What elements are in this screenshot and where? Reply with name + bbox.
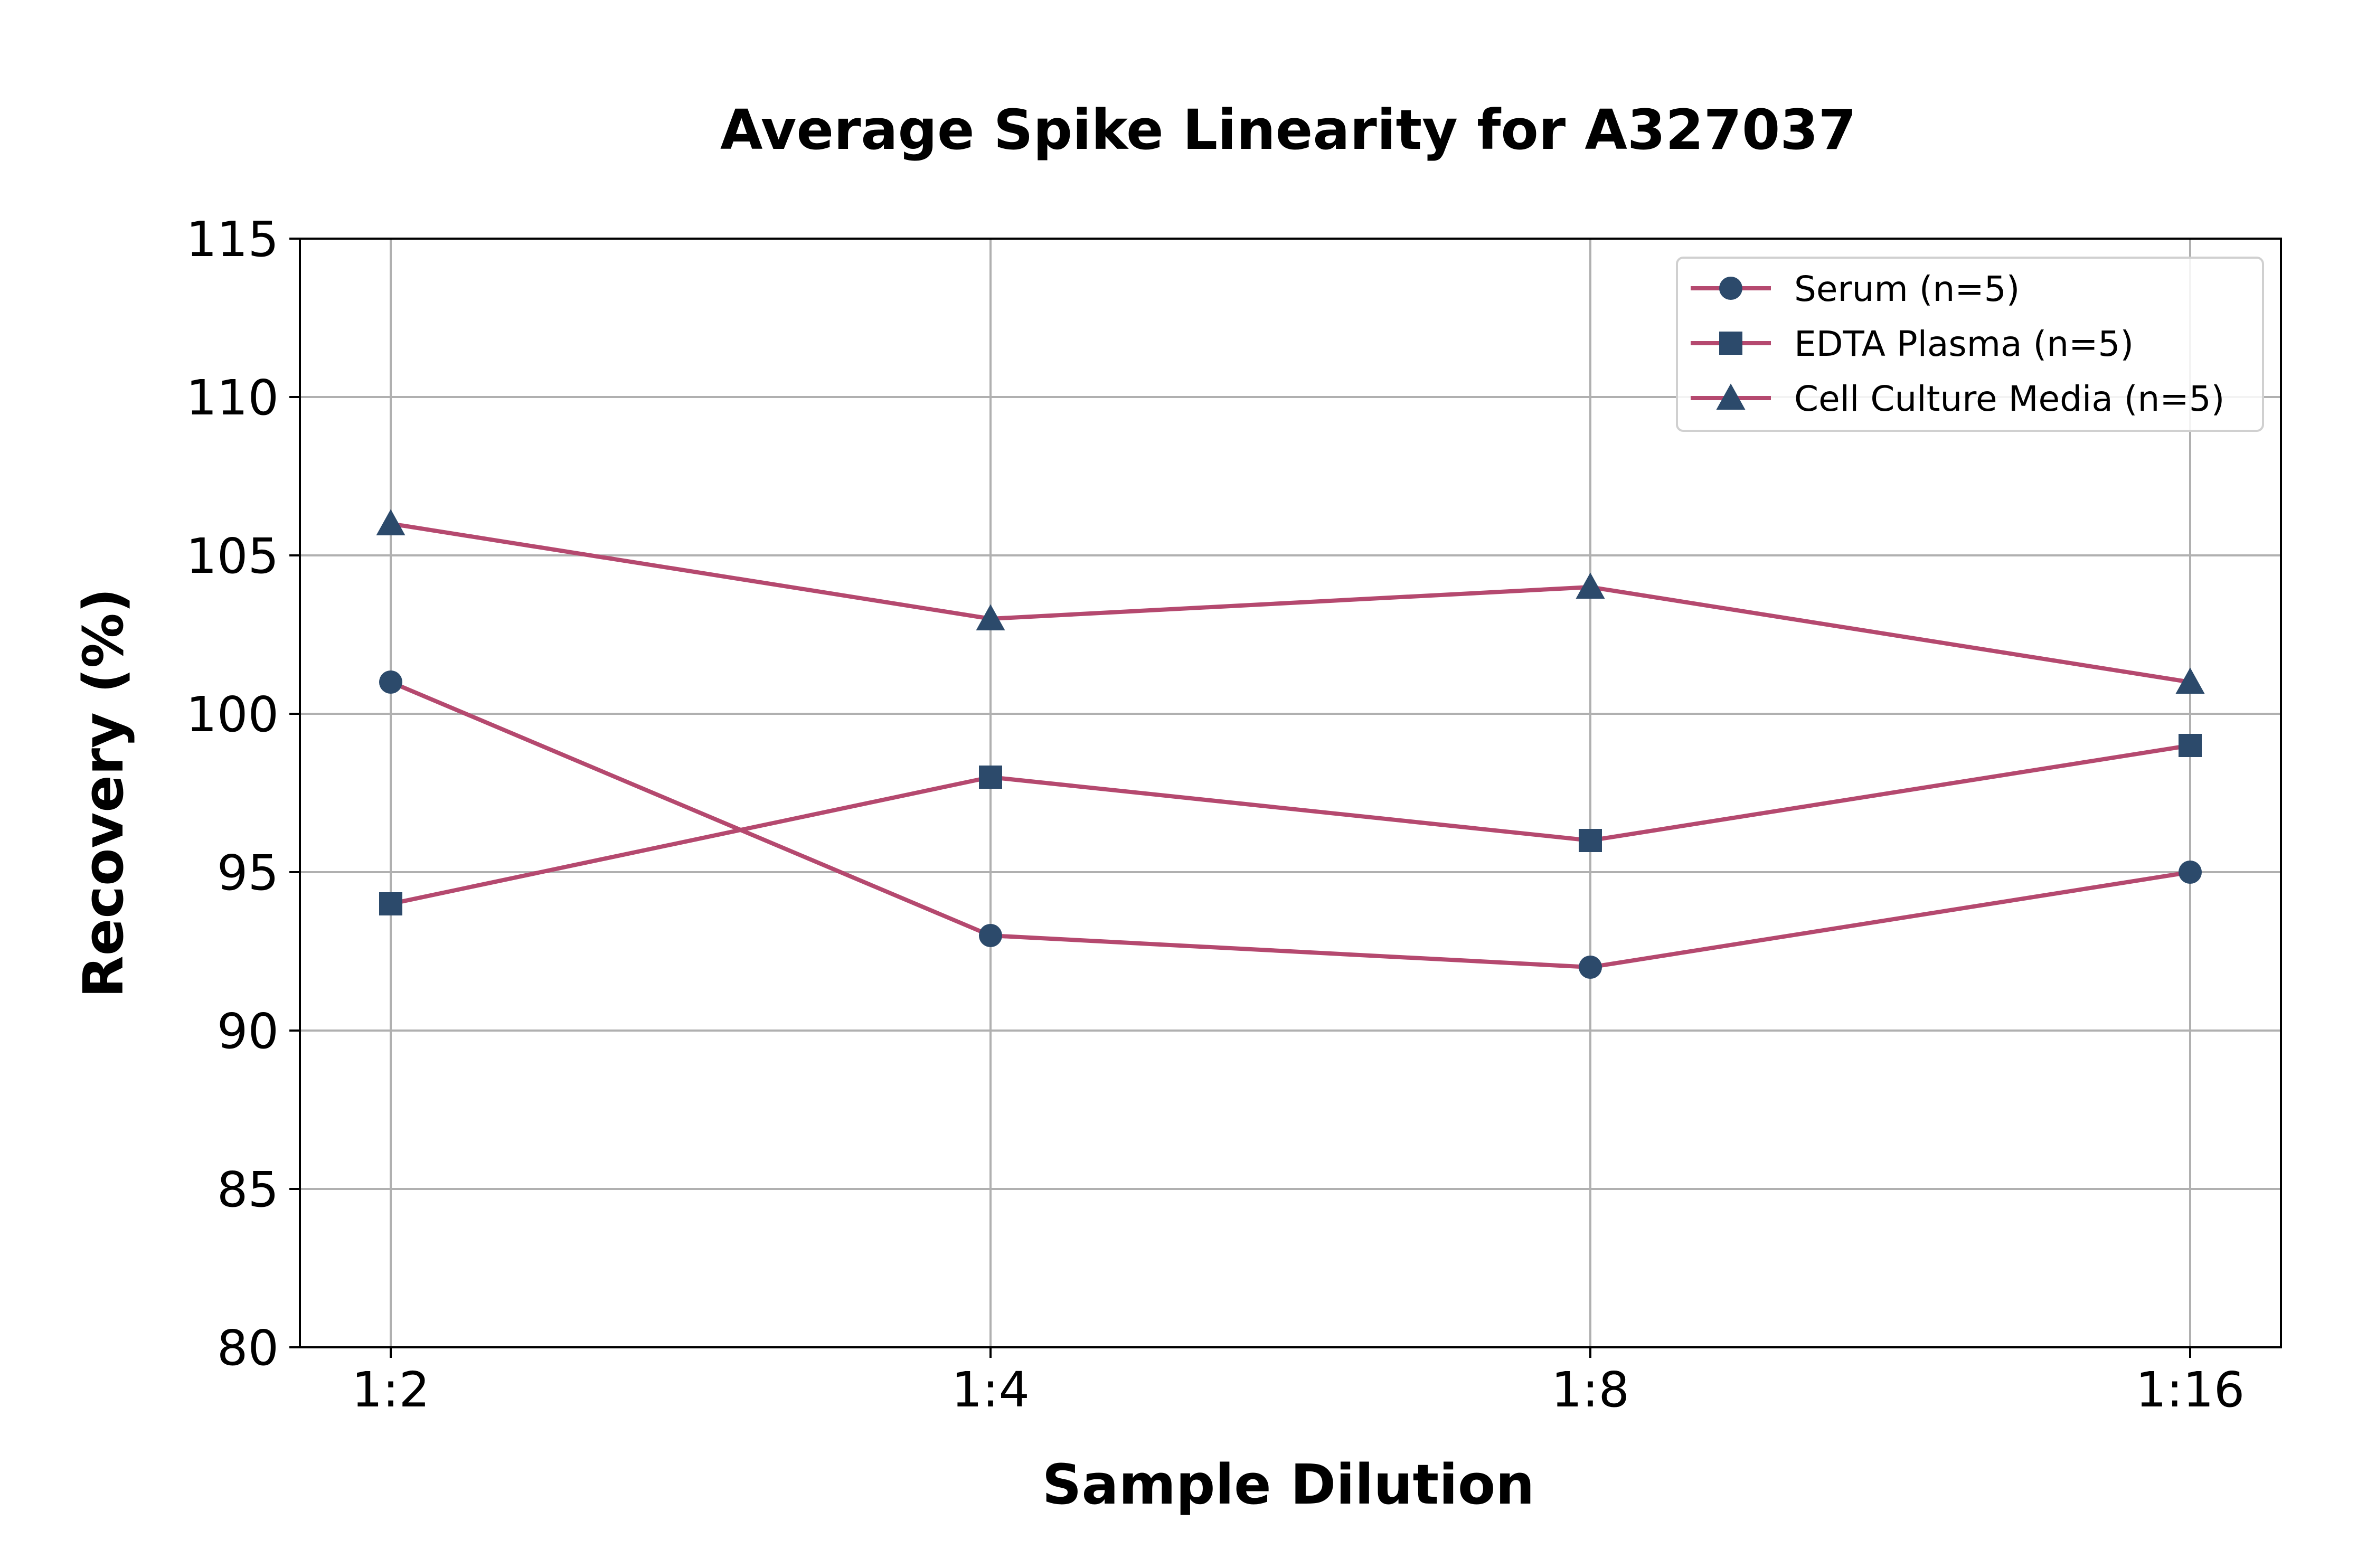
y-tick-label: 85 bbox=[217, 1161, 279, 1218]
series-layer bbox=[376, 509, 2205, 979]
series-group bbox=[379, 734, 2202, 915]
legend-entry: EDTA Plasma (n=5) bbox=[1691, 324, 2134, 364]
legend-label: Serum (n=5) bbox=[1794, 269, 2020, 309]
legend-label: EDTA Plasma (n=5) bbox=[1794, 324, 2134, 364]
triangle-data-point bbox=[976, 604, 1005, 630]
y-tick-label: 105 bbox=[186, 528, 279, 584]
axis-ticks: 1:2 1:4 1:8 1:16 80 85 90 95 100 105 110 115 bbox=[186, 211, 2245, 1418]
legend-square-marker bbox=[1719, 332, 1742, 355]
triangle-data-point bbox=[376, 509, 406, 535]
circle-data-point bbox=[379, 670, 402, 694]
y-tick-label: 110 bbox=[186, 370, 279, 426]
series-line bbox=[390, 743, 2191, 906]
legend-label: Cell Culture Media (n=5) bbox=[1794, 379, 2224, 419]
square-data-point bbox=[2179, 734, 2202, 757]
series-line bbox=[390, 680, 2191, 969]
y-tick-label: 115 bbox=[186, 211, 279, 268]
chart-title: Average Spike Linearity for A327037 bbox=[720, 98, 1856, 162]
legend-triangle-marker bbox=[1716, 383, 1746, 410]
y-tick-label: 80 bbox=[217, 1320, 279, 1376]
triangle-data-point bbox=[2175, 667, 2205, 694]
legend-circle-marker bbox=[1719, 277, 1742, 300]
y-tick-label: 90 bbox=[217, 1003, 279, 1060]
series-group bbox=[376, 509, 2205, 694]
square-data-point bbox=[379, 892, 402, 915]
square-data-point bbox=[979, 766, 1002, 789]
legend-entry: Serum (n=5) bbox=[1691, 269, 2020, 309]
y-tick-label: 100 bbox=[186, 686, 279, 743]
square-data-point bbox=[1579, 829, 1602, 852]
triangle-data-point bbox=[1576, 572, 1605, 599]
circle-data-point bbox=[2179, 861, 2202, 884]
x-axis-label: Sample Dilution bbox=[1042, 1452, 1535, 1517]
circle-data-point bbox=[1579, 956, 1602, 979]
y-axis-label: Recovery (%) bbox=[71, 588, 136, 998]
legend-box bbox=[1676, 257, 2264, 432]
legend-entry: Cell Culture Media (n=5) bbox=[1691, 379, 2224, 419]
plot-area-frame bbox=[299, 238, 2282, 1348]
x-tick-label: 1:8 bbox=[1551, 1362, 1629, 1418]
x-tick-label: 1:4 bbox=[951, 1362, 1030, 1418]
x-tick-label: 1:16 bbox=[2136, 1362, 2245, 1418]
circle-data-point bbox=[979, 924, 1002, 947]
legend: Serum (n=5) EDTA Plasma (n=5) Cell Culture… bbox=[1676, 257, 2264, 432]
series-line bbox=[390, 522, 2191, 684]
series-group bbox=[379, 670, 2202, 979]
x-tick-label: 1:2 bbox=[352, 1362, 430, 1418]
y-tick-label: 95 bbox=[217, 845, 279, 901]
